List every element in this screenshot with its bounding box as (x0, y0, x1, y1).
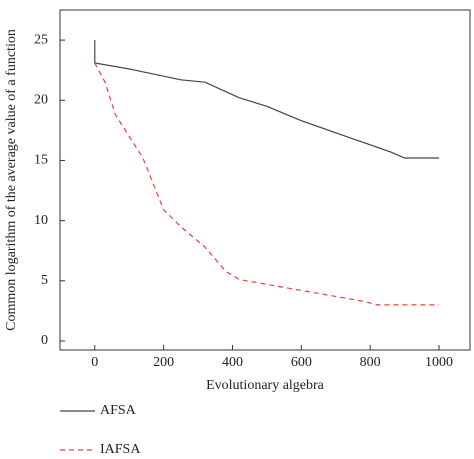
y-axis-label: Common logarithm of the average value of… (4, 29, 19, 331)
y-tick-label: 0 (41, 333, 48, 348)
x-tick-label: 600 (291, 355, 312, 370)
y-tick-label: 10 (34, 213, 48, 228)
y-tick-label: 15 (34, 153, 48, 168)
legend-label: IAFSA (100, 442, 141, 457)
legend-label: AFSA (100, 403, 137, 418)
y-tick-label: 25 (34, 32, 48, 47)
series-line (94, 40, 440, 159)
x-tick-label: 1000 (425, 355, 453, 370)
y-tick-label: 20 (34, 92, 48, 107)
plot-frame (59, 9, 471, 351)
x-tick-label: 800 (360, 355, 381, 370)
x-tick-label: 400 (222, 355, 243, 370)
y-tick-label: 5 (41, 273, 48, 288)
series-line (94, 62, 440, 306)
x-tick-label: 0 (91, 355, 98, 370)
x-axis-label: Evolutionary algebra (206, 378, 325, 393)
x-tick-label: 200 (153, 355, 174, 370)
